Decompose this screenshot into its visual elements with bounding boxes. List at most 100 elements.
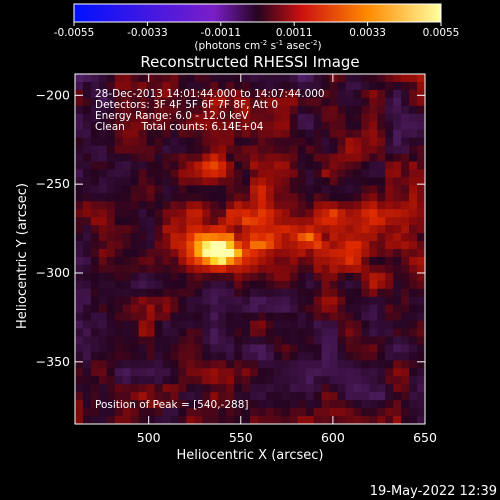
heatmap-cell	[409, 368, 418, 377]
heatmap-cell	[210, 264, 219, 274]
heatmap-cell	[154, 360, 163, 369]
heatmap-cell	[162, 81, 171, 91]
heatmap-cell	[329, 161, 338, 170]
heatmap-cell	[337, 296, 346, 306]
heatmap-cell	[361, 352, 370, 361]
heatmap-cell	[226, 161, 235, 170]
heatmap-cell	[353, 360, 362, 369]
heatmap-cell	[82, 169, 92, 178]
heatmap-cell	[170, 113, 179, 123]
heatmap-cell	[242, 97, 251, 107]
heatmap-cell	[321, 400, 330, 409]
heatmap-cell	[305, 320, 315, 329]
heatmap-cell	[297, 296, 307, 306]
heatmap-cell	[194, 153, 203, 162]
heatmap-cell	[305, 97, 315, 107]
heatmap-cell	[377, 105, 386, 115]
heatmap-cell	[297, 153, 307, 162]
heatmap-cell	[202, 225, 211, 234]
heatmap-cell	[369, 97, 378, 107]
heatmap-cell	[361, 153, 370, 162]
heatmap-cell	[210, 408, 219, 417]
heatmap-cell	[226, 416, 235, 425]
heatmap-cell	[281, 121, 291, 131]
heatmap-cell	[90, 241, 100, 250]
heatmap-cell	[281, 225, 291, 234]
heatmap-cell	[114, 193, 124, 202]
heatmap-cell	[186, 400, 195, 409]
heatmap-cell	[130, 280, 140, 290]
heatmap-cell	[393, 145, 402, 154]
heatmap-cell	[417, 169, 426, 178]
heatmap-cell	[393, 344, 402, 353]
heatmap-cell	[385, 153, 394, 162]
heatmap-cell	[313, 105, 322, 115]
heatmap-cell	[90, 280, 100, 290]
heatmap-cell	[353, 336, 362, 345]
heatmap-cell	[377, 328, 386, 337]
heatmap-cell	[257, 328, 267, 337]
heatmap-cell	[162, 288, 171, 298]
heatmap-cell	[210, 312, 219, 321]
heatmap-cell	[162, 137, 171, 146]
heatmap-cell	[369, 376, 378, 385]
heatmap-cell	[226, 81, 235, 91]
heatmap-cell	[361, 81, 370, 91]
heatmap-cell	[82, 81, 92, 91]
heatmap-cell	[289, 153, 299, 162]
heatmap-cell	[130, 81, 140, 91]
heatmap-cell	[90, 97, 100, 107]
heatmap-cell	[329, 209, 338, 218]
heatmap-cell	[154, 74, 163, 83]
heatmap-cell	[409, 256, 418, 266]
heatmap-cell	[329, 360, 338, 369]
heatmap-cell	[114, 201, 124, 210]
heatmap-cell	[257, 249, 267, 258]
heatmap-cell	[393, 137, 402, 146]
heatmap-cell	[138, 320, 147, 329]
heatmap-cell	[337, 153, 346, 162]
heatmap-cell	[234, 256, 243, 266]
heatmap-cell	[361, 320, 370, 329]
heatmap-cell	[90, 185, 100, 194]
heatmap-cell	[170, 241, 179, 250]
heatmap-cell	[210, 121, 219, 131]
heatmap-cell	[273, 89, 283, 99]
heatmap-cell	[401, 392, 410, 401]
heatmap-cell	[329, 193, 338, 202]
heatmap-cell	[273, 225, 283, 234]
heatmap-cell	[106, 328, 116, 337]
heatmap-cell	[178, 264, 187, 274]
heatmap-cell	[273, 264, 283, 274]
heatmap-cell	[218, 336, 227, 345]
heatmap-cell	[250, 408, 259, 417]
heatmap-cell	[321, 81, 330, 91]
heatmap-cell	[226, 320, 235, 329]
heatmap-cell	[377, 161, 386, 170]
x-tick-label: 500	[137, 430, 161, 445]
heatmap-cell	[210, 256, 219, 266]
heatmap-cell	[234, 225, 243, 234]
heatmap-cell	[242, 113, 251, 123]
heatmap-cell	[242, 360, 251, 369]
heatmap-cell	[90, 296, 100, 306]
heatmap-cell	[98, 145, 108, 154]
heatmap-cell	[178, 280, 187, 290]
heatmap-cell	[130, 376, 140, 385]
heatmap-cell	[146, 241, 155, 250]
heatmap-cell	[377, 177, 386, 186]
heatmap-cell	[154, 352, 163, 361]
heatmap-cell	[393, 201, 402, 210]
heatmap-cell	[305, 121, 315, 131]
heatmap-cell	[202, 320, 211, 329]
heatmap-cell	[281, 249, 291, 258]
heatmap-cell	[234, 368, 243, 377]
heatmap-cell	[162, 169, 171, 178]
heatmap-cell	[242, 145, 251, 154]
heatmap-cell	[345, 225, 354, 234]
heatmap-cell	[170, 81, 179, 91]
heatmap-cell	[353, 129, 362, 139]
heatmap-cell	[289, 217, 299, 226]
heatmap-cell	[305, 105, 315, 115]
